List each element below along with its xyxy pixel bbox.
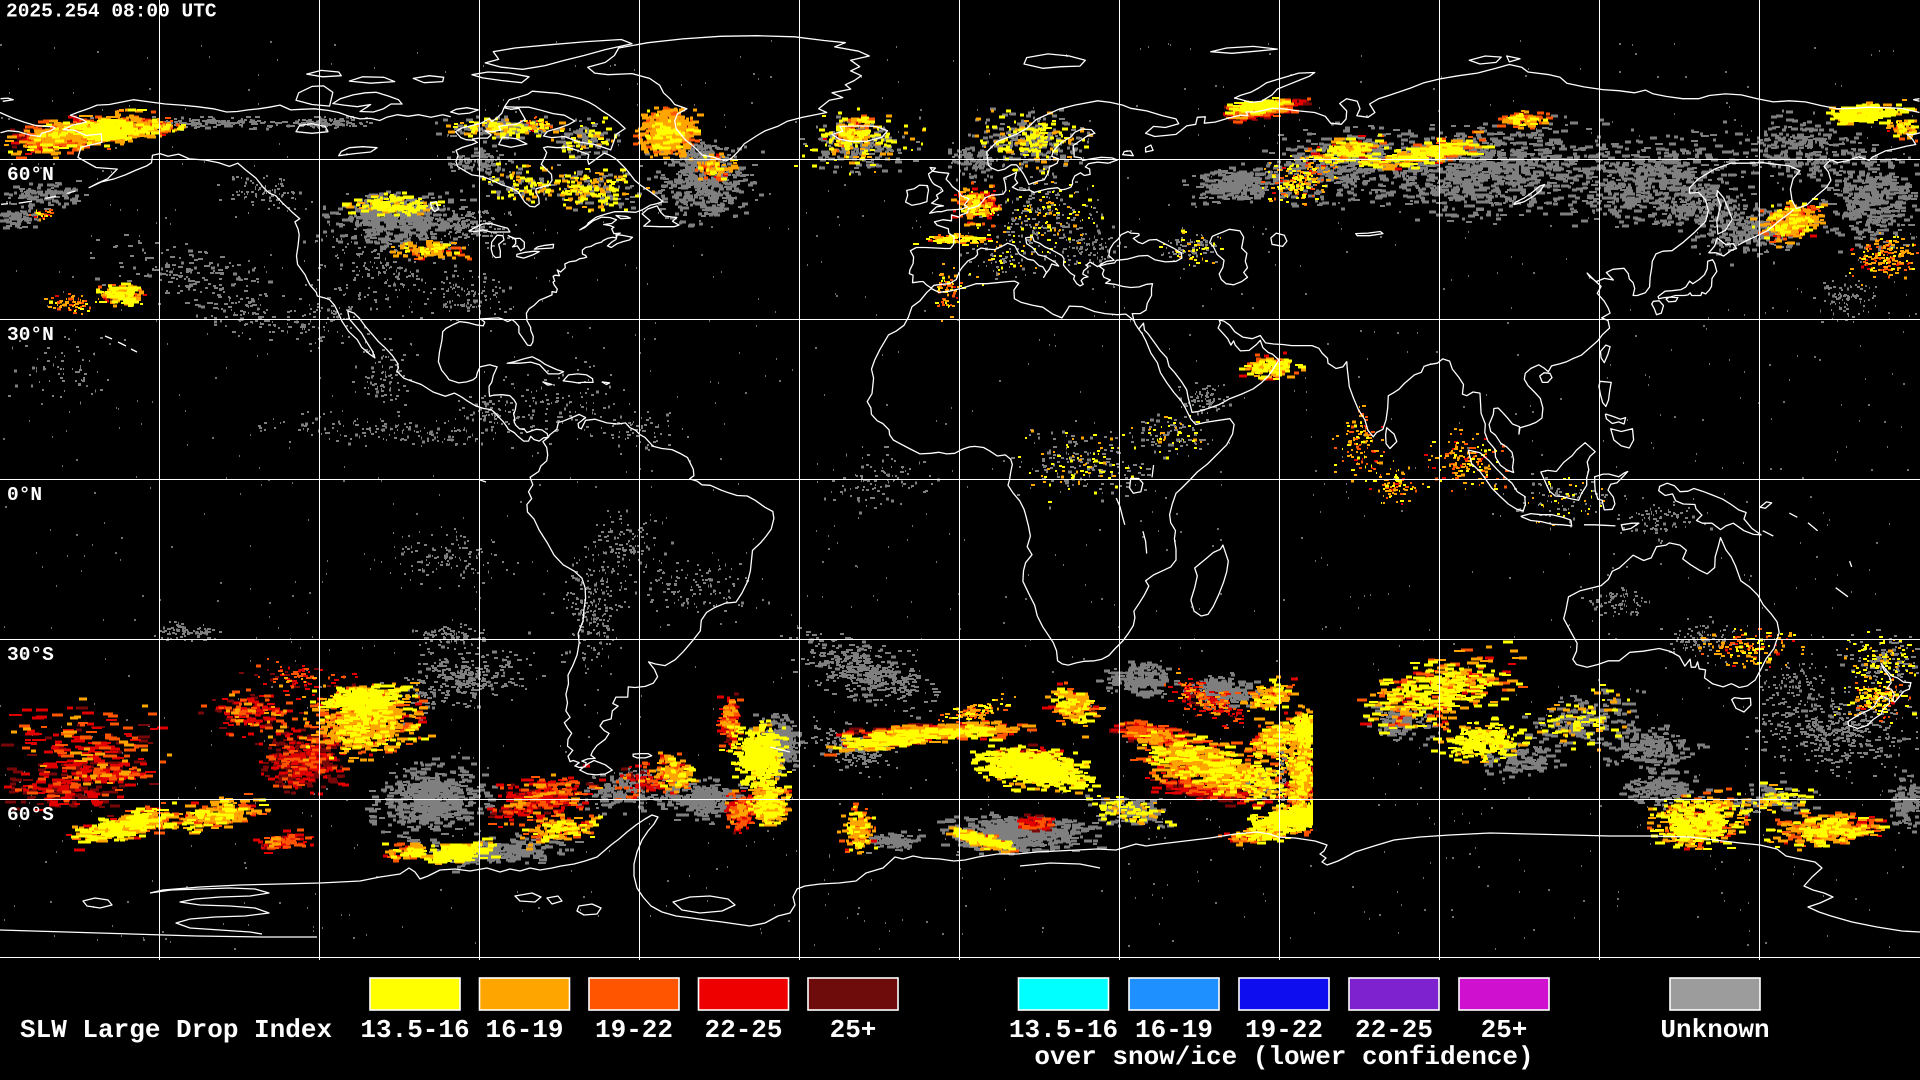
svg-text:60°S: 60°S [7, 804, 54, 826]
svg-text:SLW Large Drop Index: SLW Large Drop Index [20, 1015, 332, 1045]
svg-text:30°N: 30°N [7, 324, 54, 346]
svg-text:16-19: 16-19 [1135, 1015, 1213, 1045]
svg-text:19-22: 19-22 [595, 1015, 673, 1045]
svg-text:22-25: 22-25 [1355, 1015, 1433, 1045]
svg-text:25+: 25+ [1481, 1015, 1528, 1045]
svg-text:13.5-16: 13.5-16 [1009, 1015, 1118, 1045]
svg-text:25+: 25+ [830, 1015, 877, 1045]
svg-text:30°S: 30°S [7, 644, 54, 666]
svg-text:60°N: 60°N [7, 164, 54, 186]
svg-text:2025.254 08:00 UTC: 2025.254 08:00 UTC [6, 1, 217, 23]
svg-text:19-22: 19-22 [1245, 1015, 1323, 1045]
svg-text:16-19: 16-19 [485, 1015, 563, 1045]
svg-text:22-25: 22-25 [704, 1015, 782, 1045]
svg-text:Unknown: Unknown [1660, 1015, 1769, 1045]
svg-text:over snow/ice (lower confidenc: over snow/ice (lower confidence) [1034, 1042, 1533, 1072]
svg-text:0°N: 0°N [7, 484, 42, 506]
svg-text:13.5-16: 13.5-16 [360, 1015, 469, 1045]
